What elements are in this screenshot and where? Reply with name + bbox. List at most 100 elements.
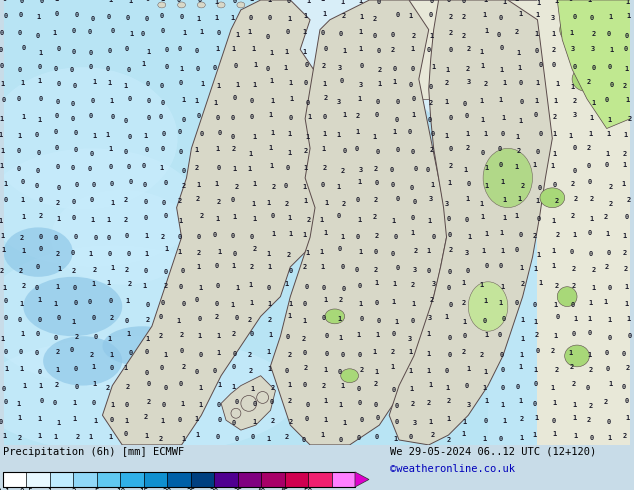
Text: 0: 0 bbox=[534, 381, 538, 387]
Text: 1: 1 bbox=[0, 116, 3, 122]
Text: 1: 1 bbox=[624, 66, 629, 72]
Text: 2: 2 bbox=[359, 368, 364, 373]
Text: 1: 1 bbox=[198, 385, 203, 391]
Text: 2: 2 bbox=[590, 196, 594, 202]
Text: 1: 1 bbox=[109, 434, 113, 440]
Text: 0: 0 bbox=[126, 251, 131, 257]
Text: 1: 1 bbox=[519, 352, 523, 358]
Text: 1: 1 bbox=[463, 318, 467, 324]
Text: 1: 1 bbox=[71, 318, 75, 325]
Text: 1: 1 bbox=[592, 100, 596, 106]
Text: 2: 2 bbox=[623, 151, 627, 157]
Text: 45: 45 bbox=[280, 488, 289, 490]
Text: 0: 0 bbox=[588, 179, 592, 185]
Text: 0: 0 bbox=[325, 351, 329, 358]
Text: 0: 0 bbox=[230, 233, 235, 239]
Text: 1: 1 bbox=[515, 134, 519, 140]
Text: 1: 1 bbox=[519, 435, 524, 441]
Text: 0: 0 bbox=[323, 114, 327, 120]
Text: 1: 1 bbox=[358, 0, 363, 3]
Text: 2: 2 bbox=[466, 66, 470, 73]
Text: 1: 1 bbox=[607, 435, 611, 441]
Text: 1: 1 bbox=[519, 364, 522, 370]
Text: 0: 0 bbox=[141, 30, 145, 37]
Text: 0: 0 bbox=[395, 118, 399, 123]
Text: 0: 0 bbox=[93, 334, 98, 340]
Text: 1: 1 bbox=[518, 196, 522, 202]
Text: 1: 1 bbox=[515, 0, 519, 2]
Text: 0: 0 bbox=[71, 116, 75, 122]
Text: 2: 2 bbox=[249, 368, 252, 374]
Text: 2: 2 bbox=[588, 367, 593, 373]
Text: 1: 1 bbox=[609, 47, 614, 53]
Text: 0: 0 bbox=[91, 16, 95, 22]
Text: 1: 1 bbox=[322, 81, 327, 87]
Text: 0: 0 bbox=[377, 49, 381, 54]
Text: 1: 1 bbox=[447, 180, 451, 186]
Text: 1: 1 bbox=[519, 265, 524, 270]
Text: 1: 1 bbox=[164, 246, 168, 252]
Text: 0: 0 bbox=[376, 99, 380, 105]
Text: 1: 1 bbox=[445, 385, 450, 391]
Text: 1: 1 bbox=[409, 349, 413, 355]
Text: 0: 0 bbox=[53, 400, 57, 406]
Text: 0: 0 bbox=[606, 419, 611, 425]
Text: 0: 0 bbox=[232, 251, 236, 257]
Text: 0: 0 bbox=[448, 335, 452, 341]
Text: 1: 1 bbox=[214, 100, 218, 106]
Text: 0: 0 bbox=[515, 247, 519, 253]
Text: 0: 0 bbox=[501, 316, 505, 322]
Text: 1: 1 bbox=[444, 315, 449, 320]
Text: 0: 0 bbox=[4, 348, 8, 355]
Text: 0: 0 bbox=[553, 182, 557, 188]
Text: 1: 1 bbox=[125, 297, 129, 304]
Text: 0: 0 bbox=[89, 64, 93, 71]
Text: 1: 1 bbox=[520, 317, 524, 323]
Text: 3: 3 bbox=[431, 281, 436, 287]
Text: 0: 0 bbox=[430, 131, 435, 137]
Text: 0: 0 bbox=[234, 436, 238, 441]
Text: 1: 1 bbox=[269, 50, 274, 56]
Text: 1: 1 bbox=[320, 264, 325, 270]
Text: 2: 2 bbox=[571, 381, 576, 387]
Text: 2: 2 bbox=[287, 352, 292, 358]
Text: 1: 1 bbox=[284, 65, 288, 71]
Text: 1: 1 bbox=[22, 383, 27, 389]
Text: 0: 0 bbox=[426, 167, 430, 173]
Text: 0: 0 bbox=[285, 368, 289, 374]
Text: 0: 0 bbox=[589, 251, 593, 257]
Text: 1: 1 bbox=[625, 415, 630, 421]
Text: 1: 1 bbox=[232, 167, 236, 172]
Text: 2: 2 bbox=[306, 217, 311, 223]
Text: 0: 0 bbox=[556, 314, 560, 319]
Text: 0: 0 bbox=[408, 82, 413, 88]
Text: 2: 2 bbox=[303, 265, 307, 270]
Text: 3: 3 bbox=[467, 402, 471, 408]
Text: 1: 1 bbox=[288, 382, 292, 388]
Text: 0: 0 bbox=[249, 16, 253, 22]
Text: 0: 0 bbox=[484, 264, 489, 270]
Text: 1: 1 bbox=[195, 416, 199, 422]
Text: 0: 0 bbox=[607, 64, 612, 70]
Text: 1: 1 bbox=[483, 298, 488, 304]
Text: 1: 1 bbox=[304, 13, 308, 20]
Text: 1: 1 bbox=[252, 82, 256, 88]
Text: 1: 1 bbox=[551, 218, 555, 224]
Text: 1: 1 bbox=[196, 16, 200, 23]
Text: 1: 1 bbox=[323, 297, 327, 303]
Text: 1: 1 bbox=[534, 98, 538, 104]
Text: 1: 1 bbox=[394, 436, 398, 442]
Text: 1: 1 bbox=[377, 81, 382, 87]
Text: 0: 0 bbox=[372, 33, 377, 39]
Text: 2: 2 bbox=[124, 197, 128, 203]
Text: 2: 2 bbox=[196, 196, 200, 202]
Text: 2: 2 bbox=[146, 318, 150, 323]
Text: 1: 1 bbox=[19, 300, 23, 307]
Ellipse shape bbox=[469, 282, 508, 331]
Text: 1: 1 bbox=[252, 216, 257, 222]
Text: 0: 0 bbox=[426, 268, 430, 274]
Text: 2: 2 bbox=[534, 332, 539, 338]
Text: 0: 0 bbox=[607, 335, 611, 341]
Text: 0: 0 bbox=[304, 80, 308, 86]
Text: 0: 0 bbox=[588, 330, 592, 336]
